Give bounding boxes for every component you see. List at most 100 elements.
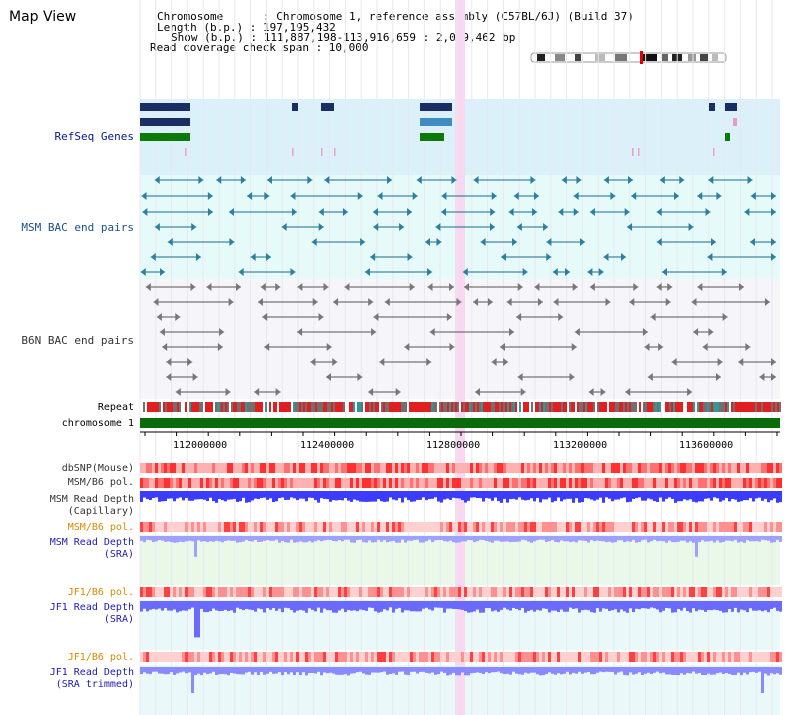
- repeat-block: [735, 402, 737, 412]
- read-depth-bar: [698, 601, 701, 610]
- polymorphism-cell: [248, 478, 251, 488]
- repeat-block: [597, 402, 599, 412]
- b6n-bac-end: [187, 358, 193, 366]
- polymorphism-cell: [380, 652, 383, 662]
- msm-b6-pol-label-2[interactable]: MSM/B6 pol.: [67, 522, 134, 533]
- polymorphism-cell: [683, 478, 686, 488]
- polymorphism-cell: [161, 587, 164, 597]
- jf1-read-depth-trimmed-label[interactable]: JF1 Read Depth: [49, 667, 134, 678]
- msm-bac-end: [771, 238, 776, 246]
- polymorphism-cell: [653, 652, 656, 662]
- jf1-b6-pol-label-1[interactable]: JF1/B6 pol.: [67, 587, 134, 598]
- msm-bac-end: [150, 253, 156, 261]
- polymorphism-cell: [560, 463, 563, 473]
- read-depth-bar: [506, 536, 509, 542]
- polymorphism-cell: [317, 522, 320, 532]
- msm-bac-label[interactable]: MSM BAC end pairs: [21, 221, 134, 234]
- polymorphism-cell: [614, 522, 617, 532]
- polymorphism-cell: [722, 463, 725, 473]
- repeat-block: [653, 402, 655, 412]
- repeat-block: [165, 402, 167, 412]
- read-depth-bar: [176, 491, 179, 499]
- read-depth-bar: [224, 491, 227, 502]
- repeat-block: [599, 402, 601, 412]
- read-depth-bar: [500, 667, 503, 674]
- polymorphism-cell: [251, 587, 254, 597]
- msm-read-depth-capillary-label[interactable]: MSM Read Depth: [49, 494, 134, 505]
- read-depth-bar: [524, 667, 527, 673]
- polymorphism-cell: [614, 652, 617, 662]
- polymorphism-cell: [203, 587, 206, 597]
- repeat-block: [723, 402, 725, 412]
- read-depth-bar: [605, 601, 608, 609]
- msm-b6-pol-label-1[interactable]: MSM/B6 pol.: [67, 477, 134, 488]
- b6n-bac-end: [605, 298, 611, 306]
- polymorphism-cell: [530, 587, 533, 597]
- read-depth-bar: [215, 536, 218, 541]
- map-view-title: Map View: [9, 9, 77, 25]
- polymorphism-cell: [779, 587, 782, 597]
- read-depth-bar: [152, 667, 155, 672]
- msm-read-depth-sra-label[interactable]: MSM Read Depth: [49, 537, 134, 548]
- b6n-bac-end: [384, 298, 390, 306]
- read-depth-bar: [158, 601, 161, 609]
- msm-bac-end: [543, 223, 549, 231]
- polymorphism-cell: [215, 587, 218, 597]
- read-depth-bar: [317, 491, 320, 503]
- polymorphism-cell: [302, 587, 305, 597]
- repeat-block: [685, 402, 687, 412]
- polymorphism-cell: [152, 478, 155, 488]
- polymorphism-cell: [728, 478, 731, 488]
- polymorphism-cell: [569, 463, 572, 473]
- polymorphism-cell: [296, 652, 299, 662]
- polymorphism-cell: [527, 463, 530, 473]
- msm-bac-end: [516, 223, 522, 231]
- polymorphism-cell: [575, 522, 578, 532]
- polymorphism-cell: [620, 478, 623, 488]
- repeat-block: [655, 402, 657, 412]
- read-depth-bar: [347, 536, 350, 540]
- polymorphism-cell: [587, 522, 590, 532]
- read-depth-bar: [596, 601, 599, 609]
- read-depth-bar: [677, 667, 680, 676]
- repeat-block: [471, 402, 473, 412]
- b6n-bac-end: [693, 328, 699, 336]
- polymorphism-cell: [197, 652, 200, 662]
- dbsnp-label[interactable]: dbSNP(Mouse): [61, 463, 134, 474]
- polymorphism-cell: [668, 652, 671, 662]
- jf1-read-depth-sra-label[interactable]: JF1 Read Depth: [49, 602, 134, 613]
- polymorphism-cell: [323, 478, 326, 488]
- read-depth-bar: [488, 536, 491, 542]
- polymorphism-cell: [716, 478, 719, 488]
- polymorphism-cell: [596, 652, 599, 662]
- refseq-genes-label[interactable]: RefSeq Genes: [54, 130, 134, 143]
- repeat-block: [249, 402, 251, 412]
- jf1-read-depth-trimmed-sub: (SRA trimmed): [55, 679, 134, 690]
- repeat-block: [679, 402, 681, 412]
- repeat-block: [687, 402, 689, 412]
- jf1-b6-pol-label-2[interactable]: JF1/B6 pol.: [67, 652, 134, 663]
- read-depth-bar: [308, 601, 311, 609]
- polymorphism-cell: [659, 478, 662, 488]
- repeat-block: [281, 402, 283, 412]
- read-depth-bar: [272, 601, 275, 609]
- polymorphism-cell: [548, 463, 551, 473]
- polymorphism-cell: [530, 463, 533, 473]
- polymorphism-cell: [176, 463, 179, 473]
- chromosome-ideogram[interactable]: [530, 51, 727, 64]
- polymorphism-cell: [773, 652, 776, 662]
- read-depth-bar: [221, 491, 224, 501]
- read-depth-bar: [617, 536, 620, 541]
- polymorphism-cell: [695, 652, 698, 662]
- polymorphism-cell: [206, 463, 209, 473]
- polymorphism-cell: [278, 463, 281, 473]
- polymorphism-cell: [674, 463, 677, 473]
- polymorphism-cell: [470, 652, 473, 662]
- read-depth-bar: [266, 536, 269, 541]
- read-depth-bar: [575, 601, 578, 609]
- b6n-bac-label[interactable]: B6N BAC end pairs: [21, 334, 134, 347]
- read-depth-bar: [653, 667, 656, 673]
- repeat-block: [307, 402, 309, 412]
- read-depth-bar: [695, 491, 698, 503]
